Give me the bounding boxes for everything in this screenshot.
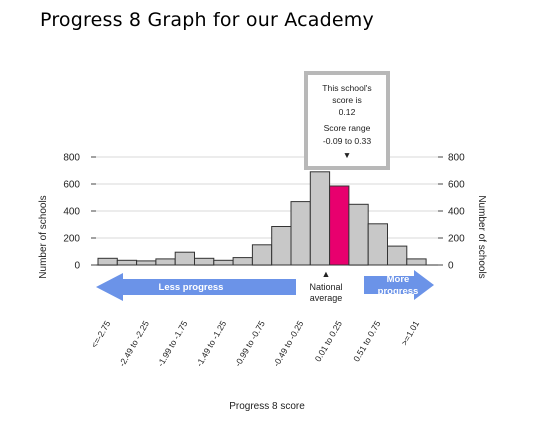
more-progress-arrow-shape — [364, 270, 434, 300]
y-tick-label-right-600: 600 — [448, 180, 465, 191]
y-axis-left: 0 200 400 600 800 — [63, 153, 96, 272]
callout-score-range: -0.09 to 0.33 — [323, 136, 371, 146]
bar-1 — [116, 259, 138, 266]
bar-13 — [348, 203, 369, 266]
callout-pointer: ▼ — [343, 150, 352, 160]
bar-11 — [309, 171, 331, 266]
bar-8 — [251, 244, 273, 266]
bar-3 — [155, 258, 176, 266]
x-axis-title: Progress 8 score — [229, 401, 305, 412]
national-average-label-line1: National — [309, 282, 342, 292]
x-category-label-2: -2.49 to -2.25 — [117, 319, 151, 368]
national-average-marker: ▲ National average — [309, 269, 342, 303]
bar-6 — [213, 259, 234, 266]
callout-line-4: Score range — [324, 123, 371, 133]
bar-0 — [97, 257, 118, 266]
less-progress-arrow-shape — [96, 273, 296, 301]
bars-layer — [96, 171, 438, 266]
callout-line-2: score is — [332, 95, 362, 105]
bar-5 — [194, 257, 215, 266]
y-tick-label-left-400: 400 — [63, 207, 80, 218]
y-tick-label-right-200: 200 — [448, 234, 465, 245]
bar-7 — [232, 257, 253, 266]
less-progress-label: Less progress — [159, 282, 224, 293]
y-axis-title-left: Number of schools — [38, 195, 49, 278]
x-category-label-16: >=1.01 — [399, 319, 421, 347]
y-tick-label-left-800: 800 — [63, 153, 80, 164]
page-title: Progress 8 Graph for our Academy — [40, 9, 374, 31]
y-tick-label-right-0: 0 — [448, 261, 454, 272]
y-tick-label-left-600: 600 — [63, 180, 80, 191]
bar-14 — [367, 223, 389, 266]
bar-school-highlight — [329, 185, 350, 266]
x-category-labels: <=-2.75 -2.49 to -2.25 -1.99 to -1.75 -1.49… — [89, 319, 421, 368]
bar-16 — [406, 258, 427, 266]
x-category-label-12: 0.01 to 0.25 — [313, 319, 344, 364]
x-category-label-4: -1.99 to -1.75 — [155, 319, 189, 368]
y-tick-label-left-0: 0 — [74, 261, 80, 272]
less-progress-arrow: Less progress — [96, 273, 296, 301]
callout-box — [304, 71, 390, 170]
national-average-label-line2: average — [310, 293, 343, 303]
bar-10 — [290, 201, 311, 266]
y-tick-label-left-200: 200 — [63, 234, 80, 245]
school-score-callout: This school's score is 0.12 Score range … — [304, 71, 390, 170]
more-progress-label-line2: progress — [378, 286, 419, 297]
callout-line-1: This school's — [322, 83, 371, 93]
bar-4 — [174, 251, 195, 266]
y-tick-label-right-400: 400 — [448, 207, 465, 218]
x-category-label-14: 0.51 to 0.75 — [351, 319, 382, 364]
y-axis-right: 0 200 400 600 800 — [438, 153, 465, 272]
bar-9 — [271, 226, 292, 266]
y-axis-title-right: Number of schools — [476, 195, 487, 278]
x-category-label-0: <=-2.75 — [89, 319, 113, 350]
bar-2 — [136, 260, 157, 266]
x-category-label-10: -0.49 to -0.25 — [271, 319, 305, 368]
more-progress-arrow: More progress — [364, 270, 434, 300]
x-category-label-6: -1.49 to -1.25 — [194, 319, 228, 368]
national-average-triangle: ▲ — [322, 269, 331, 279]
bar-15 — [387, 245, 408, 266]
callout-school-score: 0.12 — [339, 107, 356, 117]
more-progress-label-line1: More — [387, 274, 410, 285]
y-tick-label-right-800: 800 — [448, 153, 465, 164]
x-category-label-8: -0.99 to -0.75 — [233, 319, 267, 368]
